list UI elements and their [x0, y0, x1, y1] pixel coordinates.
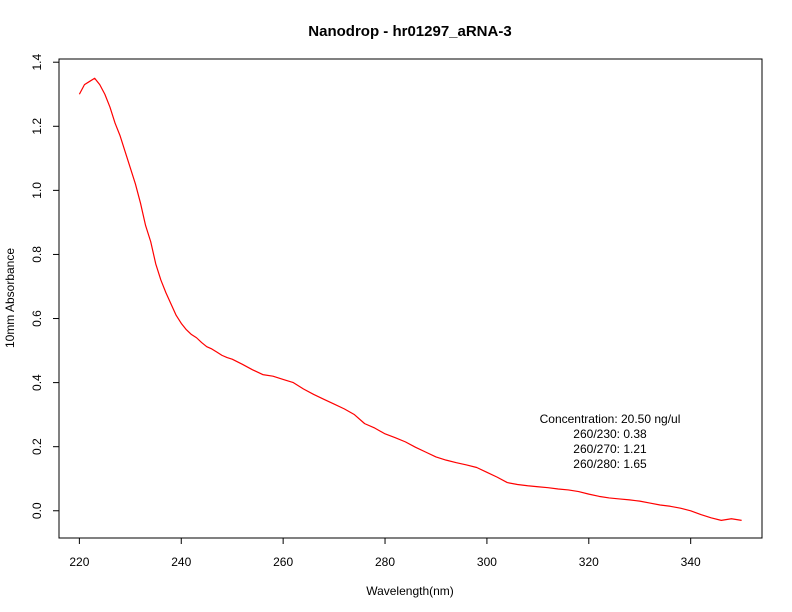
y-tick-label: 0.0 — [30, 502, 44, 519]
x-tick-label: 240 — [171, 555, 191, 569]
x-tick-label: 320 — [579, 555, 599, 569]
x-tick-label: 300 — [477, 555, 497, 569]
x-tick-label: 260 — [273, 555, 293, 569]
series-layer — [78, 77, 742, 521]
y-tick-label: 1.4 — [30, 54, 44, 71]
x-axis: 220 240 260 280 300 320 340 — [69, 538, 701, 569]
x-axis-label: Wavelength(nm) — [366, 584, 454, 598]
concentration-text: Concentration: 20.50 ng/ul — [540, 412, 681, 426]
x-tick-label: 220 — [69, 555, 89, 569]
x-tick-label: 280 — [375, 555, 395, 569]
y-tick-label: 1.2 — [30, 118, 44, 135]
ratio-260-280-text: 260/280: 1.65 — [573, 457, 647, 471]
x-tick-label: 340 — [681, 555, 701, 569]
y-tick-label: 0.8 — [30, 246, 44, 263]
absorbance-line — [78, 77, 742, 521]
stats-annotation: Concentration: 20.50 ng/ul 260/230: 0.38… — [540, 412, 681, 471]
ratio-260-230-text: 260/230: 0.38 — [573, 427, 647, 441]
y-tick-label: 1.0 — [30, 182, 44, 199]
plot-frame — [58, 58, 763, 539]
y-axis: 0.0 0.2 0.4 0.6 0.8 1.0 1.2 1.4 — [30, 54, 59, 519]
chart-title: Nanodrop - hr01297_aRNA-3 — [308, 23, 511, 40]
y-tick-label: 0.6 — [30, 310, 44, 327]
y-tick-label: 0.4 — [30, 374, 44, 391]
y-tick-label: 0.2 — [30, 438, 44, 455]
ratio-260-270-text: 260/270: 1.21 — [573, 442, 647, 456]
y-axis-label: 10mm Absorbance — [3, 248, 17, 348]
